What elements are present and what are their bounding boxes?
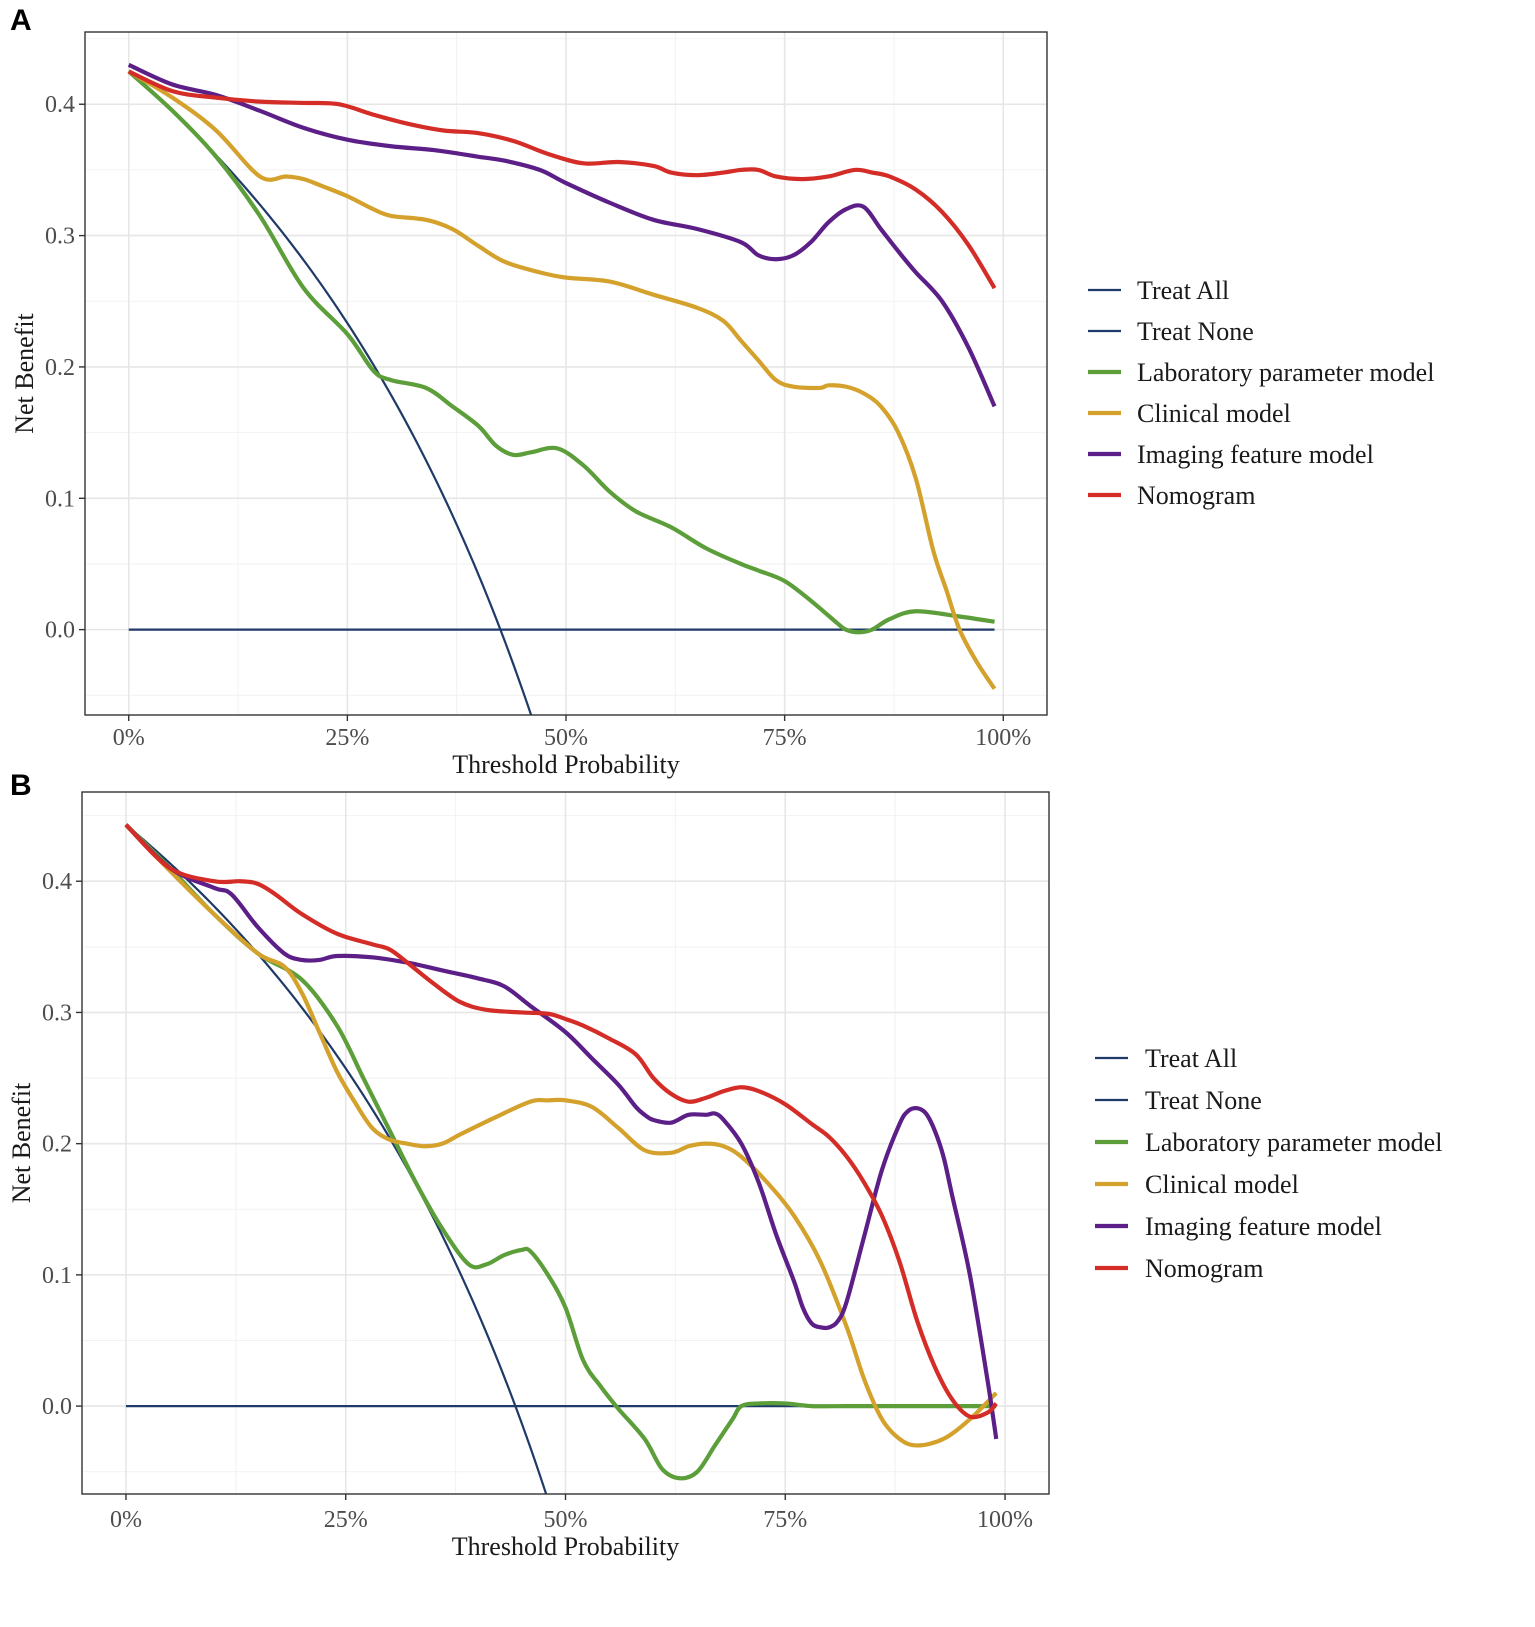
legend-label: Imaging feature model	[1145, 1212, 1382, 1241]
legend-label: Laboratory parameter model	[1145, 1128, 1442, 1157]
series-line-imaging-feature-model	[127, 62, 997, 408]
y-tick-label: 0.2	[45, 355, 75, 381]
x-tick-label: 0%	[113, 725, 145, 751]
legend: Treat All Treat None Laboratory parameter …	[1088, 276, 1434, 510]
x-tick-label: 0%	[110, 1507, 142, 1533]
series-line-nomogram	[124, 823, 998, 1420]
series-line-laboratory-parameter-model	[124, 823, 997, 1481]
legend-label: Clinical model	[1145, 1170, 1299, 1199]
panel-label: A	[10, 4, 32, 37]
series-line-nomogram	[127, 69, 997, 290]
y-tick-label: 0.2	[42, 1132, 72, 1158]
y-tick-label: 0.1	[45, 486, 75, 512]
x-axis-title: Threshold Probability	[452, 1532, 679, 1561]
y-tick-label: 0.3	[42, 1000, 72, 1026]
y-tick-label: 0.4	[45, 92, 75, 118]
x-tick-label: 25%	[325, 725, 369, 751]
panel-label: B	[10, 769, 32, 802]
legend-label: Laboratory parameter model	[1137, 358, 1434, 387]
x-tick-label: 75%	[763, 725, 807, 751]
x-tick-label: 50%	[544, 1507, 588, 1533]
legend-label: Clinical model	[1137, 399, 1291, 428]
grid	[82, 792, 1049, 1494]
x-tick-label: 75%	[763, 1507, 807, 1533]
x-axis-title: Threshold Probability	[452, 750, 679, 779]
legend-label: Treat All	[1137, 276, 1229, 305]
y-axis-title: Net Benefit	[7, 1082, 36, 1203]
series-group	[127, 62, 997, 715]
x-tick-label: 25%	[324, 1507, 368, 1533]
legend-label: Treat All	[1145, 1044, 1237, 1073]
legend-label: Nomogram	[1137, 481, 1255, 510]
x-tick-label: 100%	[975, 725, 1031, 751]
y-tick-label: 0.0	[45, 618, 75, 644]
legend-label: Treat None	[1137, 317, 1254, 346]
grid	[85, 32, 1047, 715]
panel-a: A 0% 25% 50% 75% 100% 0.0 0.1 0.2 0.3 0.4 Threshold…	[10, 4, 1434, 779]
x-tick-label: 50%	[544, 725, 588, 751]
x-tick-label: 100%	[977, 1507, 1033, 1533]
legend: Treat All Treat None Laboratory parameter …	[1095, 1044, 1442, 1283]
legend-label: Treat None	[1145, 1086, 1262, 1115]
y-axis-title: Net Benefit	[10, 312, 39, 433]
series-line-treat-all	[125, 823, 548, 1494]
series-group	[124, 823, 999, 1494]
y-tick-label: 0.0	[42, 1394, 72, 1420]
panel-b: B 0% 25% 50% 75% 100% 0.0 0.1 0.2 0.3 0.4 Threshold…	[7, 769, 1442, 1561]
series-line-clinical-model	[124, 823, 998, 1448]
y-tick-label: 0.1	[42, 1263, 72, 1289]
series-line-clinical-model	[127, 69, 997, 690]
series-line-laboratory-parameter-model	[127, 69, 995, 635]
series-line-treat-all	[128, 70, 533, 715]
y-tick-label: 0.3	[45, 224, 75, 250]
y-tick-label: 0.4	[42, 869, 72, 895]
series-line-imaging-feature-model	[124, 823, 999, 1440]
legend-label: Nomogram	[1145, 1254, 1263, 1283]
legend-label: Imaging feature model	[1137, 440, 1374, 469]
